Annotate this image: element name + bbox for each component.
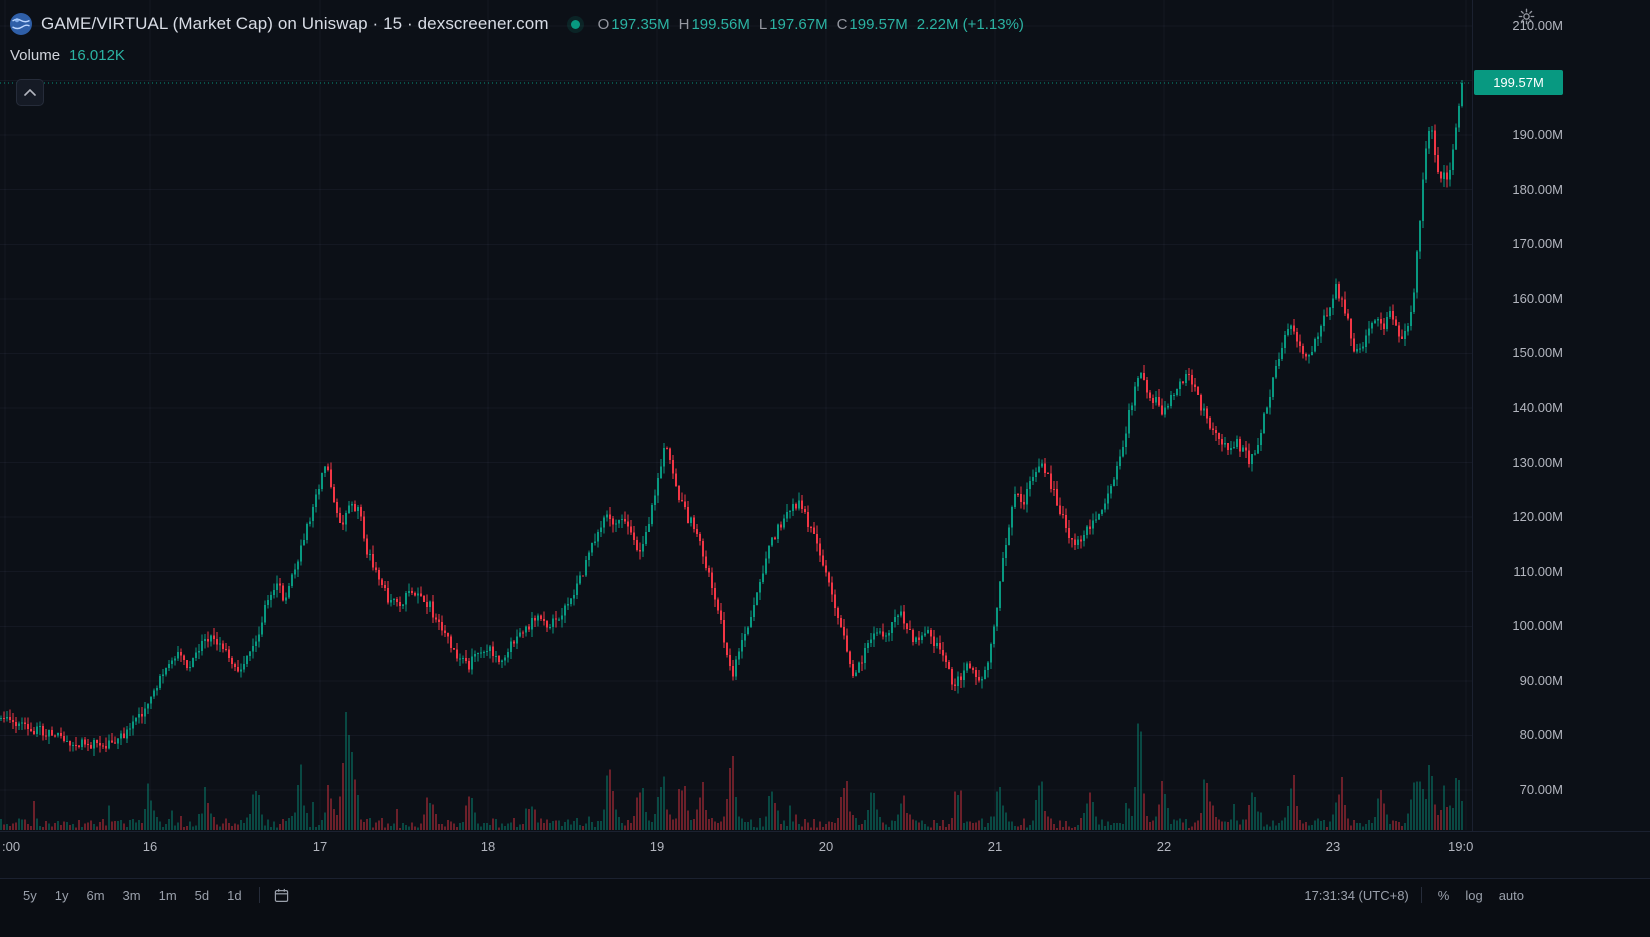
price-tick: 140.00M — [1512, 400, 1563, 415]
candlestick-chart[interactable] — [0, 0, 1472, 831]
ohlc-open-label: O — [597, 15, 610, 33]
chart-title[interactable]: GAME/VIRTUAL (Market Cap) on Uniswap · 1… — [41, 14, 549, 33]
price-tick: 130.00M — [1512, 455, 1563, 470]
ohlc-close-label: C — [836, 15, 848, 33]
ohlc-high: H 199.56M — [679, 16, 750, 33]
bottom-toolbar: 5y 1y 6m 3m 1m 5d 1d 17:31:34 (UTC+8) % log au… — [0, 878, 1650, 937]
range-button-1y[interactable]: 1y — [54, 887, 69, 903]
time-tick: 20 — [818, 839, 834, 854]
ohlc-open: O 197.35M — [598, 16, 670, 33]
range-button-6m[interactable]: 6m — [86, 887, 105, 903]
ohlc-low-value: 197.67M — [769, 15, 828, 33]
range-button-1m[interactable]: 1m — [158, 887, 177, 903]
go-to-date-calendar-icon[interactable] — [268, 888, 295, 903]
time-tick: 19 — [649, 839, 665, 854]
log-scale-button[interactable]: log — [1465, 887, 1483, 903]
price-tick: 110.00M — [1513, 564, 1563, 579]
percent-scale-button[interactable]: % — [1437, 887, 1450, 903]
ohlc-values: O 197.35M H 199.56M L 197.67M C 199.57M 2.22… — [598, 16, 1033, 33]
ohlc-close-value: 199.57M — [849, 15, 908, 33]
price-tick: 120.00M — [1512, 509, 1563, 524]
volume-value: 16.012K — [69, 46, 125, 64]
ohlc-high-label: H — [678, 15, 690, 33]
time-tick: 16 — [142, 839, 158, 854]
time-axis[interactable]: :00 16 17 18 19 20 21 22 23 19:0 — [0, 831, 1650, 879]
range-button-5d[interactable]: 5d — [194, 887, 210, 903]
collapse-legend-button[interactable] — [16, 79, 44, 106]
auto-scale-button[interactable]: auto — [1498, 887, 1524, 903]
price-tick: 70.00M — [1519, 782, 1563, 797]
live-status-dot-icon — [570, 19, 580, 29]
range-button-5y[interactable]: 5y — [23, 887, 37, 903]
price-tick: 90.00M — [1519, 673, 1563, 688]
time-tick: 23 — [1325, 839, 1341, 854]
clock-timezone-button[interactable]: 17:31:34 (UTC+8) — [1304, 887, 1409, 903]
ohlc-low: L 197.67M — [759, 16, 828, 33]
ohlc-change: 2.22M (+1.13%) — [916, 15, 1024, 33]
ohlc-open-value: 197.35M — [611, 15, 670, 33]
price-axis[interactable]: 210.00M 190.00M 180.00M 170.00M 160.00M 150.0… — [1472, 0, 1650, 878]
toolbar-divider — [1420, 887, 1422, 903]
price-tick: 180.00M — [1512, 182, 1563, 197]
price-tick: 210.00M — [1512, 18, 1563, 33]
token-globe-icon — [10, 13, 32, 35]
ohlc-high-value: 199.56M — [691, 15, 750, 33]
chart-legend: GAME/VIRTUAL (Market Cap) on Uniswap · 1… — [10, 8, 1033, 68]
settings-gear-icon[interactable] — [1516, 6, 1536, 26]
price-tick: 100.00M — [1512, 618, 1563, 633]
range-button-3m[interactable]: 3m — [122, 887, 141, 903]
range-buttons: 5y 1y 6m 3m 1m 5d 1d — [14, 886, 251, 905]
range-button-1d[interactable]: 1d — [227, 887, 242, 903]
volume-label[interactable]: Volume — [10, 46, 61, 64]
ohlc-close: C 199.57M — [837, 16, 908, 33]
chevron-up-icon — [24, 89, 36, 96]
price-tick: 80.00M — [1519, 727, 1563, 742]
price-tick: 170.00M — [1512, 236, 1563, 251]
current-price-badge: 199.57M — [1474, 70, 1563, 95]
time-tick: 17 — [312, 839, 328, 854]
time-tick: 19:0 — [1448, 839, 1474, 854]
time-tick: 21 — [987, 839, 1003, 854]
price-tick: 150.00M — [1512, 345, 1563, 360]
time-tick: 18 — [480, 839, 496, 854]
toolbar-divider — [258, 887, 260, 903]
price-tick: 160.00M — [1512, 291, 1563, 306]
time-tick: :00 — [2, 839, 21, 854]
price-tick: 190.00M — [1512, 127, 1563, 142]
ohlc-low-label: L — [758, 15, 768, 33]
time-tick: 22 — [1156, 839, 1172, 854]
